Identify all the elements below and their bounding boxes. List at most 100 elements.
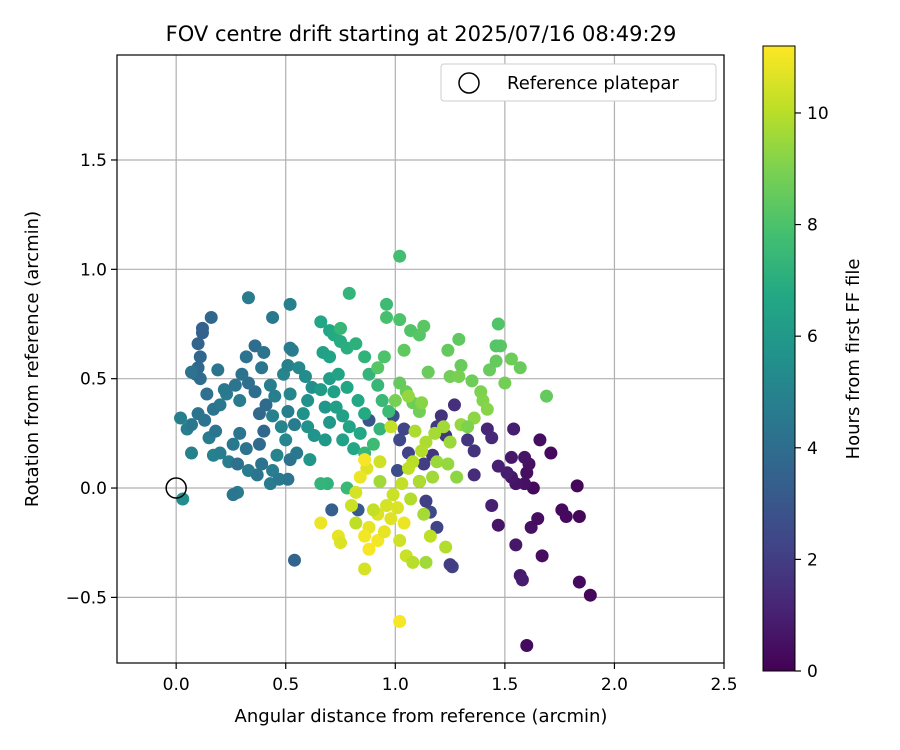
data-point xyxy=(393,249,407,263)
data-point xyxy=(401,389,415,403)
data-point xyxy=(441,457,455,471)
y-tick-label: 0.0 xyxy=(80,479,107,499)
data-point xyxy=(226,488,240,502)
data-point xyxy=(198,413,212,427)
data-point xyxy=(351,394,365,408)
colorbar-tick-label: 2 xyxy=(807,550,818,570)
data-point xyxy=(334,536,348,550)
data-point xyxy=(520,639,534,653)
data-point xyxy=(373,455,387,469)
data-point xyxy=(572,509,586,523)
data-point xyxy=(380,310,394,324)
data-point xyxy=(174,411,188,425)
x-tick-label: 2.5 xyxy=(710,675,737,695)
data-point xyxy=(349,516,363,530)
legend-marker-icon xyxy=(458,72,480,94)
data-point xyxy=(467,468,481,482)
chart-title: FOV centre drift starting at 2025/07/16 … xyxy=(166,22,677,46)
colorbar: 0 2 4 6 8 10 Hours from first FF file xyxy=(762,45,864,682)
data-point xyxy=(296,407,310,421)
data-point xyxy=(415,396,429,410)
data-point xyxy=(393,534,407,548)
data-point xyxy=(185,365,199,379)
data-point xyxy=(283,341,297,355)
legend-box xyxy=(440,63,717,102)
data-point xyxy=(233,394,247,408)
data-point xyxy=(390,501,404,515)
data-point xyxy=(408,424,422,438)
data-point xyxy=(443,558,457,572)
data-point xyxy=(397,422,411,436)
data-point xyxy=(366,503,380,517)
data-point xyxy=(257,345,271,359)
data-point xyxy=(287,418,301,432)
data-point xyxy=(334,321,348,335)
data-point xyxy=(342,286,356,300)
data-point xyxy=(239,442,253,456)
y-gridlines xyxy=(117,159,724,598)
x-tick-label: 1.5 xyxy=(491,675,518,695)
x-tick-label: 2.0 xyxy=(601,675,628,695)
data-point xyxy=(504,352,518,366)
data-point xyxy=(257,424,271,438)
data-point xyxy=(217,383,231,397)
data-point xyxy=(268,389,282,403)
data-point xyxy=(465,374,479,388)
data-point xyxy=(461,420,475,434)
data-point xyxy=(353,426,367,440)
data-point xyxy=(450,470,464,484)
data-point xyxy=(406,555,420,569)
data-point xyxy=(507,422,521,436)
data-point xyxy=(404,492,418,506)
data-point xyxy=(191,337,205,351)
data-point xyxy=(513,361,527,375)
legend: Reference platepar xyxy=(440,63,717,102)
data-points xyxy=(174,249,597,653)
y-axis-label: Rotation from reference (arcmin) xyxy=(22,211,43,507)
data-point xyxy=(270,448,284,462)
x-axis-ticks: 0.0 0.5 1.0 1.5 2.0 2.5 xyxy=(163,663,738,695)
data-point xyxy=(185,418,199,432)
data-point xyxy=(443,435,457,449)
data-point xyxy=(327,385,341,399)
data-point xyxy=(336,433,350,447)
data-point xyxy=(281,472,295,486)
data-point xyxy=(452,369,466,383)
colorbar-tick-label: 8 xyxy=(807,216,818,236)
y-tick-label: 1.5 xyxy=(80,151,107,171)
data-point xyxy=(366,437,380,451)
data-point xyxy=(336,409,350,423)
data-point xyxy=(430,455,444,469)
data-point xyxy=(454,359,468,373)
data-point xyxy=(395,477,409,491)
data-point xyxy=(426,470,440,484)
data-point xyxy=(467,444,481,458)
x-axis-label: Angular distance from reference (arcmin) xyxy=(235,706,608,727)
data-point xyxy=(428,426,442,440)
colorbar-tick-label: 10 xyxy=(807,104,829,124)
colorbar-tick-label: 6 xyxy=(807,327,818,347)
data-point xyxy=(384,512,398,526)
data-point xyxy=(314,516,328,530)
data-point xyxy=(531,512,545,526)
data-point xyxy=(491,459,505,473)
data-point xyxy=(380,297,394,311)
data-point xyxy=(382,404,396,418)
data-point xyxy=(298,369,312,383)
data-point xyxy=(303,453,317,467)
data-point xyxy=(489,339,503,353)
colorbar-ticks: 0 2 4 6 8 10 xyxy=(795,104,829,682)
data-point xyxy=(318,433,332,447)
data-point xyxy=(349,485,363,499)
data-point xyxy=(342,420,356,434)
data-point xyxy=(252,437,266,451)
data-point xyxy=(452,332,466,346)
data-point xyxy=(290,446,304,460)
data-point xyxy=(266,409,280,423)
data-point xyxy=(485,499,499,513)
data-point xyxy=(255,361,269,375)
data-point xyxy=(485,431,499,445)
data-point xyxy=(344,499,358,513)
data-point xyxy=(570,479,584,493)
data-point xyxy=(515,573,529,587)
